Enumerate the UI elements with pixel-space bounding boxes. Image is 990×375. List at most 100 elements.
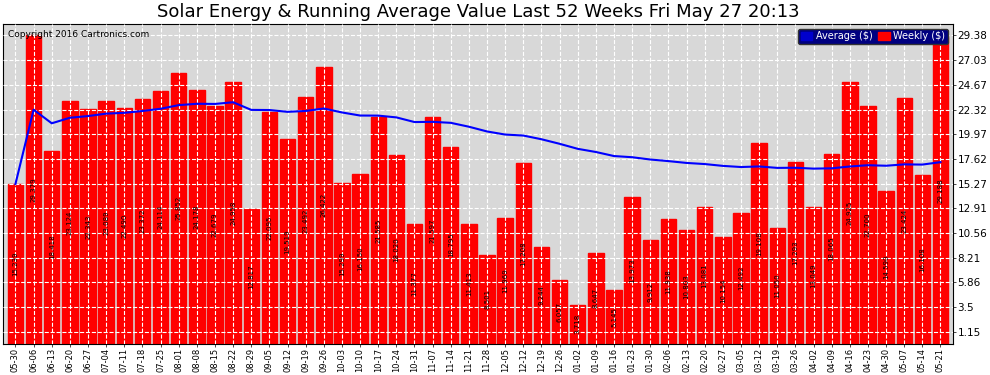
- Text: 19.519: 19.519: [284, 229, 290, 254]
- Title: Solar Energy & Running Average Value Last 52 Weeks Fri May 27 20:13: Solar Energy & Running Average Value Las…: [156, 3, 799, 21]
- Bar: [152, 91, 168, 344]
- Text: 22.700: 22.700: [865, 213, 871, 237]
- Bar: [806, 207, 822, 344]
- Bar: [316, 66, 332, 344]
- Bar: [715, 237, 731, 344]
- Text: 10.154: 10.154: [720, 278, 726, 303]
- Text: 8.647: 8.647: [593, 288, 599, 309]
- Bar: [643, 240, 658, 344]
- Text: 16.150: 16.150: [357, 247, 363, 272]
- Bar: [551, 280, 567, 344]
- Bar: [189, 90, 205, 344]
- Text: 22.343: 22.343: [85, 214, 91, 239]
- Bar: [933, 38, 948, 344]
- Text: 3.718: 3.718: [575, 314, 581, 334]
- Text: 9.912: 9.912: [647, 282, 653, 302]
- Text: 22.490: 22.490: [122, 214, 128, 238]
- Text: 13.049: 13.049: [811, 263, 817, 288]
- Text: 11.969: 11.969: [502, 268, 508, 293]
- Text: 23.124: 23.124: [67, 210, 73, 235]
- Text: 5.145: 5.145: [611, 307, 617, 327]
- Text: 15.299: 15.299: [339, 251, 345, 276]
- Bar: [135, 99, 150, 344]
- Text: 26.422: 26.422: [321, 193, 327, 217]
- Bar: [244, 209, 259, 344]
- Bar: [516, 163, 531, 344]
- Bar: [915, 175, 930, 344]
- Text: 17.293: 17.293: [792, 241, 798, 266]
- Text: 23.424: 23.424: [901, 209, 907, 233]
- Text: 11.377: 11.377: [412, 272, 418, 297]
- Bar: [751, 143, 767, 344]
- Bar: [897, 98, 912, 344]
- Text: 25.852: 25.852: [175, 196, 182, 220]
- Text: 18.418: 18.418: [49, 235, 54, 260]
- Bar: [298, 97, 314, 344]
- Bar: [171, 72, 186, 344]
- Bar: [679, 230, 694, 344]
- Text: 11.413: 11.413: [466, 272, 472, 296]
- Text: 9.244: 9.244: [539, 285, 545, 305]
- Bar: [370, 117, 386, 344]
- Text: 24.925: 24.925: [846, 201, 852, 225]
- Text: 18.020: 18.020: [393, 237, 399, 261]
- Bar: [461, 224, 476, 344]
- Bar: [98, 102, 114, 344]
- Bar: [352, 174, 368, 344]
- Bar: [226, 82, 241, 344]
- Text: 24.114: 24.114: [157, 205, 163, 230]
- Text: 29.188: 29.188: [938, 178, 943, 203]
- Text: 18.795: 18.795: [447, 233, 453, 258]
- Text: 8.501: 8.501: [484, 289, 490, 309]
- Text: 18.065: 18.065: [829, 237, 835, 261]
- Bar: [588, 253, 604, 344]
- Bar: [407, 224, 422, 344]
- Bar: [878, 191, 894, 344]
- Bar: [26, 36, 42, 344]
- Bar: [425, 117, 441, 344]
- Text: 12.492: 12.492: [738, 266, 743, 291]
- Bar: [824, 154, 840, 344]
- Text: 11.938: 11.938: [665, 269, 671, 294]
- Bar: [8, 184, 23, 344]
- Text: 17.208: 17.208: [521, 241, 527, 266]
- Text: 14.590: 14.590: [883, 255, 889, 279]
- Text: 11.050: 11.050: [774, 273, 780, 298]
- Text: 12.817: 12.817: [248, 264, 254, 289]
- Bar: [479, 255, 495, 344]
- Text: 23.372: 23.372: [140, 209, 146, 233]
- Text: 22.095: 22.095: [266, 216, 272, 240]
- Bar: [335, 183, 349, 344]
- Bar: [207, 106, 223, 344]
- Bar: [534, 247, 549, 344]
- Text: 19.108: 19.108: [756, 231, 762, 256]
- Text: 15.239: 15.239: [13, 252, 19, 276]
- Text: Copyright 2016 Cartronics.com: Copyright 2016 Cartronics.com: [8, 30, 148, 39]
- Bar: [660, 219, 676, 344]
- Bar: [117, 108, 132, 344]
- Bar: [734, 213, 748, 344]
- Legend: Average ($), Weekly ($): Average ($), Weekly ($): [798, 28, 948, 44]
- Bar: [570, 305, 585, 344]
- Bar: [389, 155, 404, 344]
- Text: 16.108: 16.108: [920, 247, 926, 272]
- Bar: [697, 207, 713, 344]
- Bar: [860, 106, 875, 344]
- Bar: [625, 197, 640, 344]
- Text: 6.057: 6.057: [556, 302, 562, 322]
- Text: 23.089: 23.089: [103, 210, 109, 235]
- Text: 13.081: 13.081: [702, 263, 708, 288]
- Text: 24.178: 24.178: [194, 205, 200, 229]
- Bar: [44, 150, 59, 344]
- Bar: [261, 112, 277, 344]
- Text: 23.492: 23.492: [303, 209, 309, 233]
- Text: 24.958: 24.958: [230, 201, 237, 225]
- Bar: [842, 82, 857, 344]
- Bar: [280, 139, 295, 344]
- Bar: [788, 162, 803, 344]
- Text: 13.973: 13.973: [630, 258, 636, 283]
- Text: 21.597: 21.597: [430, 218, 436, 243]
- Bar: [80, 110, 96, 344]
- Bar: [62, 101, 77, 344]
- Bar: [606, 290, 622, 344]
